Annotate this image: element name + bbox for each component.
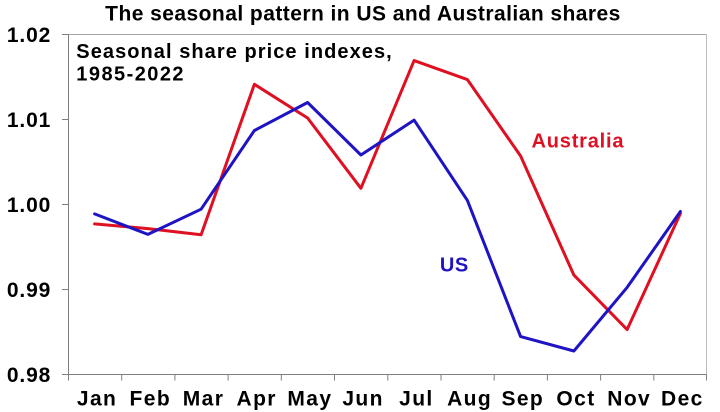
svg-text:1.02: 1.02 [7,24,51,47]
svg-text:Feb: Feb [130,387,172,410]
svg-text:Sep: Sep [501,387,544,410]
svg-text:1.00: 1.00 [7,194,51,217]
svg-text:Australia: Australia [532,131,625,153]
svg-text:Jul: Jul [399,387,434,410]
svg-text:US: US [440,255,469,277]
svg-text:Mar: Mar [183,387,225,410]
svg-text:Oct: Oct [556,387,595,410]
svg-text:1.01: 1.01 [7,109,51,132]
svg-text:Aug: Aug [447,387,492,410]
svg-text:Jun: Jun [342,387,384,410]
svg-text:Seasonal share price indexes,: Seasonal share price indexes, [76,41,392,63]
svg-text:Apr: Apr [237,387,277,410]
svg-text:Nov: Nov [607,387,651,410]
svg-text:Dec: Dec [661,387,704,410]
svg-text:Jan: Jan [77,387,117,410]
svg-text:0.98: 0.98 [7,364,51,387]
svg-text:The seasonal pattern in US and: The seasonal pattern in US and Australia… [105,2,621,25]
svg-text:1985-2022: 1985-2022 [76,64,185,86]
svg-text:May: May [287,387,332,410]
svg-text:0.99: 0.99 [7,279,51,302]
